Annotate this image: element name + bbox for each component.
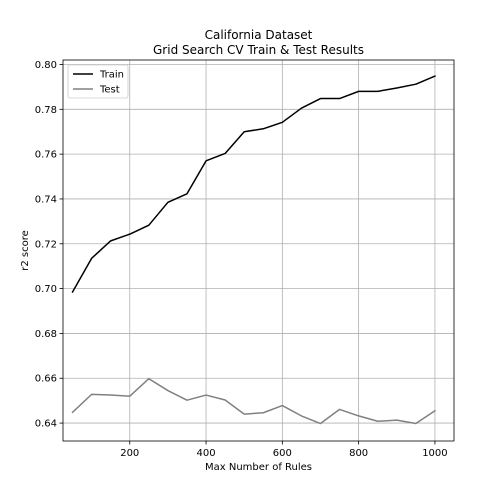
legend: Train Test	[67, 64, 129, 99]
series-line-test	[71, 377, 436, 425]
x-tick-label: 200	[120, 448, 139, 459]
x-axis-label: Max Number of Rules	[205, 462, 312, 473]
tick-layer: 200 400 600 800 1000 0.64 0.66 0.68 0.70 0.72 0.74…	[35, 60, 448, 459]
series-layer	[71, 75, 436, 425]
chart-title-line-1: California Dataset	[205, 28, 313, 42]
y-tick-label: 0.76	[35, 150, 57, 161]
y-axis-label: r2 score	[20, 230, 31, 271]
legend-label-train: Train	[99, 70, 124, 81]
y-tick-label: 0.68	[35, 329, 57, 340]
x-tick-label: 800	[349, 448, 368, 459]
y-tick-label: 0.78	[35, 105, 57, 116]
legend-label-test: Test	[99, 85, 120, 96]
series-line-train	[71, 75, 436, 293]
grid-layer	[63, 60, 454, 441]
y-tick-label: 0.70	[35, 284, 57, 295]
y-tick-label: 0.72	[35, 239, 57, 250]
y-tick-label: 0.80	[35, 60, 57, 71]
y-tick-label: 0.66	[35, 374, 57, 385]
x-tick-label: 400	[197, 448, 216, 459]
chart-title-line-2: Grid Search CV Train & Test Results	[153, 43, 364, 57]
y-tick-label: 0.64	[35, 419, 57, 430]
plot-frame	[62, 59, 455, 442]
y-tick-label: 0.74	[35, 194, 57, 205]
x-tick-label: 600	[273, 448, 292, 459]
x-tick-label: 1000	[422, 448, 447, 459]
